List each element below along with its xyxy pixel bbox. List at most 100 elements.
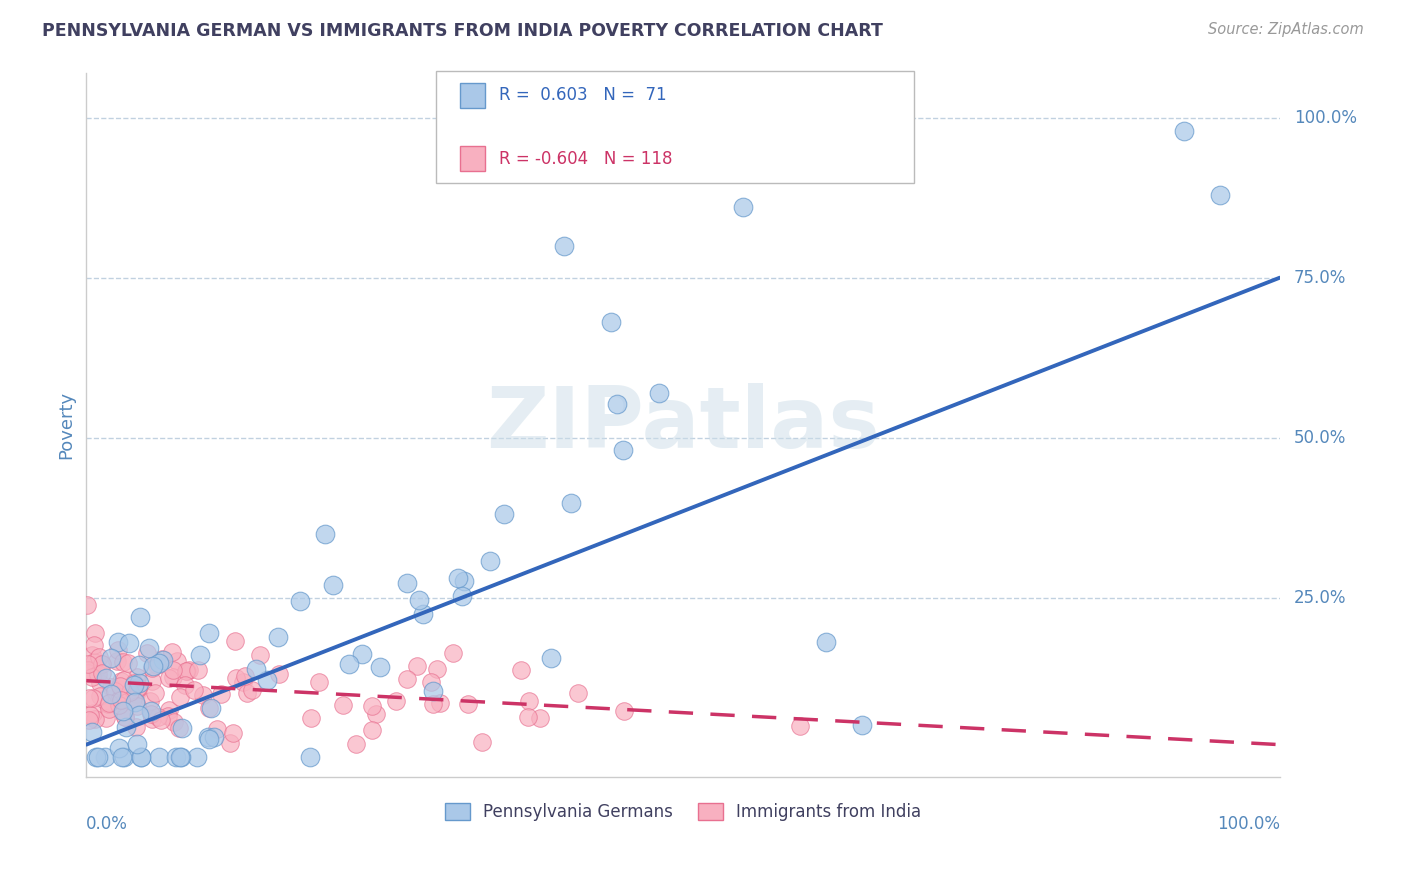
Point <box>115 720 138 734</box>
Point <box>612 443 634 458</box>
Point <box>188 648 211 662</box>
Point <box>112 673 135 687</box>
Point <box>111 750 134 764</box>
Point <box>162 670 184 684</box>
Point <box>80 670 103 684</box>
Text: 0.0%: 0.0% <box>86 815 128 833</box>
Point <box>441 646 464 660</box>
Point <box>299 711 322 725</box>
Point <box>83 638 105 652</box>
Point <box>422 697 444 711</box>
Point <box>197 730 219 744</box>
Point <box>91 657 114 671</box>
Point <box>150 652 173 666</box>
Point <box>420 674 443 689</box>
Text: PENNSYLVANIA GERMAN VS IMMIGRANTS FROM INDIA POVERTY CORRELATION CHART: PENNSYLVANIA GERMAN VS IMMIGRANTS FROM I… <box>42 22 883 40</box>
Point <box>128 658 150 673</box>
Point <box>100 651 122 665</box>
Point <box>80 665 103 679</box>
Point <box>104 684 127 698</box>
Point <box>332 698 354 713</box>
Point <box>128 676 150 690</box>
Point <box>179 663 201 677</box>
Point <box>529 711 551 725</box>
Text: Source: ZipAtlas.com: Source: ZipAtlas.com <box>1208 22 1364 37</box>
Point <box>107 643 129 657</box>
Point <box>152 653 174 667</box>
Point <box>82 691 104 706</box>
Point <box>567 686 589 700</box>
Point <box>110 692 132 706</box>
Point <box>122 678 145 692</box>
Text: R = -0.604   N = 118: R = -0.604 N = 118 <box>499 150 672 168</box>
Point <box>146 658 169 673</box>
Point <box>395 672 418 686</box>
Point <box>167 721 190 735</box>
Point <box>1173 123 1195 137</box>
Point <box>479 554 502 568</box>
Point <box>256 673 278 688</box>
Point <box>89 676 111 690</box>
Point <box>98 702 121 716</box>
Point <box>406 659 429 673</box>
Point <box>124 720 146 734</box>
Point <box>141 673 163 688</box>
Point <box>471 735 494 749</box>
Point <box>224 633 246 648</box>
Point <box>172 721 194 735</box>
Point <box>84 626 107 640</box>
Point <box>127 737 149 751</box>
Point <box>613 704 636 718</box>
Point <box>209 687 232 701</box>
Point <box>453 574 475 588</box>
Point <box>127 680 149 694</box>
Point <box>148 656 170 670</box>
Point <box>385 694 408 708</box>
Point <box>396 575 419 590</box>
Point <box>94 671 117 685</box>
Point <box>111 704 134 718</box>
Point <box>235 686 257 700</box>
Point <box>308 674 330 689</box>
Point <box>149 713 172 727</box>
Point <box>114 709 136 723</box>
Point <box>337 657 360 671</box>
Point <box>142 658 165 673</box>
Point <box>553 238 575 252</box>
Point <box>138 640 160 655</box>
Point <box>426 662 449 676</box>
Point <box>77 657 100 672</box>
Point <box>600 315 623 329</box>
Point <box>107 635 129 649</box>
Point <box>233 669 256 683</box>
Point <box>82 725 104 739</box>
Point <box>222 726 245 740</box>
Point <box>288 593 311 607</box>
Point <box>516 710 538 724</box>
Point <box>87 667 110 681</box>
Point <box>128 707 150 722</box>
Point <box>157 671 180 685</box>
Point <box>79 707 101 722</box>
Point <box>100 680 122 694</box>
Point <box>183 682 205 697</box>
Point <box>77 690 100 705</box>
Point <box>117 657 139 671</box>
Point <box>299 750 322 764</box>
Point <box>129 609 152 624</box>
Point <box>107 698 129 712</box>
Point <box>148 750 170 764</box>
Point <box>368 660 391 674</box>
Point <box>77 663 100 677</box>
Point <box>205 722 228 736</box>
Point <box>446 571 468 585</box>
Point <box>118 636 141 650</box>
Point <box>162 663 184 677</box>
Point <box>82 706 104 720</box>
Point <box>173 678 195 692</box>
Point <box>1209 187 1232 202</box>
Point <box>122 691 145 706</box>
Point <box>169 750 191 764</box>
Point <box>232 674 254 689</box>
Point <box>225 671 247 685</box>
